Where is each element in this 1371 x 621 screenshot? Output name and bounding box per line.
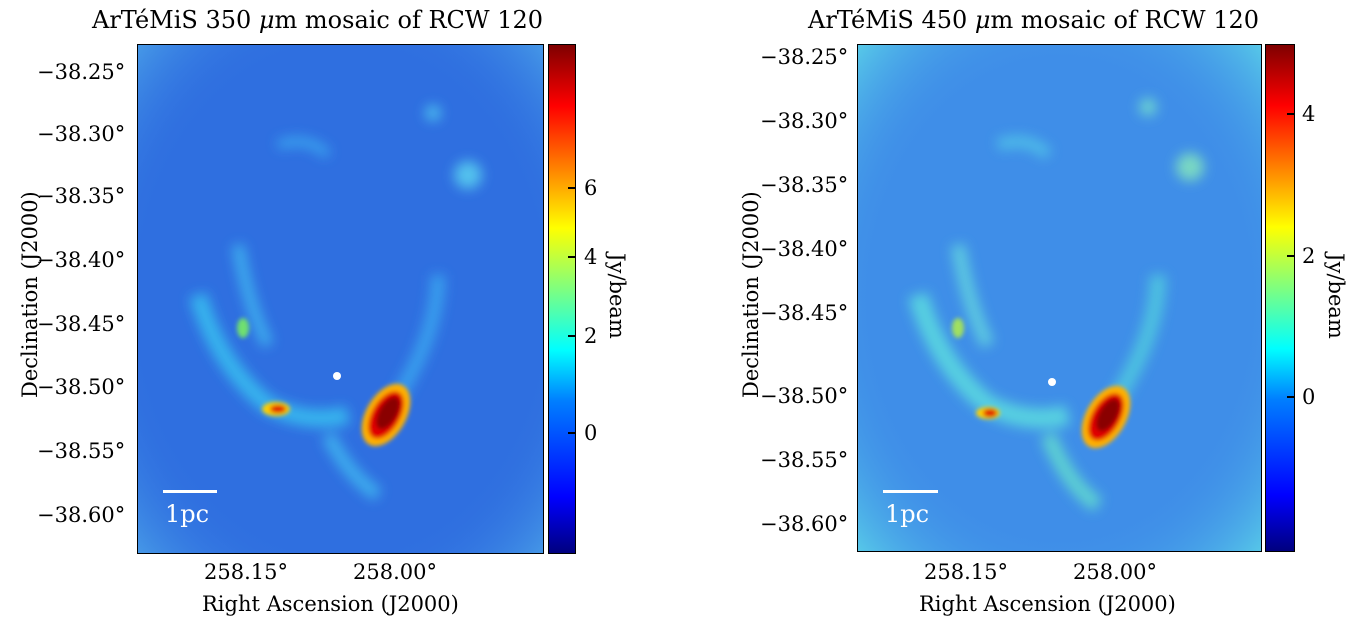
scale-bar-label: 1pc	[165, 500, 210, 528]
star-marker	[333, 372, 341, 380]
colorbar-tick	[1287, 396, 1295, 398]
y-tick-label: −38.30°	[37, 122, 126, 146]
colorbar-label: Jy/beam	[1324, 253, 1348, 339]
y-axis-label: Declination (J2000)	[739, 191, 763, 398]
x-tick-label: 258.15°	[204, 560, 288, 584]
star-marker	[1048, 378, 1056, 386]
sky-map-image[interactable]: 1pc	[137, 44, 544, 554]
y-tick-label: −38.35°	[760, 173, 849, 197]
y-tick-label: −38.40°	[760, 237, 849, 261]
x-tick-label: 258.00°	[353, 560, 437, 584]
x-axis-label: Right Ascension (J2000)	[919, 592, 1176, 616]
colorbar-tick	[1287, 113, 1295, 115]
colorbar-tick-label: 0	[584, 421, 598, 445]
colorbar-tick	[1287, 255, 1295, 257]
colorbar-tick-label: 6	[584, 176, 598, 200]
colorbar-tick-label: 2	[1302, 244, 1316, 268]
scale-bar-label: 1pc	[885, 500, 930, 528]
colorbar-tick	[568, 187, 576, 189]
colorbar-tick	[568, 256, 576, 258]
scale-bar	[163, 490, 217, 493]
scale-bar	[883, 490, 938, 493]
y-tick-label: −38.55°	[760, 448, 849, 472]
y-tick-label: −38.40°	[37, 248, 126, 272]
y-tick-label: −38.25°	[37, 60, 126, 84]
y-tick-label: −38.45°	[760, 301, 849, 325]
x-tick-label: 258.00°	[1073, 560, 1157, 584]
y-tick-label: −38.45°	[37, 312, 126, 336]
colorbar-tick	[568, 335, 576, 337]
y-tick-label: −38.50°	[760, 384, 849, 408]
colorbar-tick-label: 0	[1302, 385, 1316, 409]
colorbar-tick	[568, 432, 576, 434]
y-tick-label: −38.60°	[760, 512, 849, 536]
panel-title: ArTéMiS 350 μm mosaic of RCW 120	[92, 6, 543, 34]
y-tick-label: −38.55°	[37, 439, 126, 463]
x-tick-label: 258.15°	[924, 560, 1008, 584]
y-tick-label: −38.35°	[37, 184, 126, 208]
y-tick-label: −38.25°	[760, 45, 849, 69]
x-axis-label: Right Ascension (J2000)	[202, 592, 459, 616]
colorbar-tick-label: 2	[584, 324, 598, 348]
colorbar	[548, 44, 576, 554]
panel-title: ArTéMiS 450 μm mosaic of RCW 120	[808, 6, 1259, 34]
colorbar	[1265, 44, 1295, 552]
colorbar-tick-label: 4	[584, 245, 598, 269]
y-tick-label: −38.60°	[37, 503, 126, 527]
y-tick-label: −38.30°	[760, 109, 849, 133]
sky-map-image[interactable]: 1pc	[857, 44, 1262, 552]
y-tick-label: −38.50°	[37, 375, 126, 399]
colorbar-tick-label: 4	[1302, 102, 1316, 126]
